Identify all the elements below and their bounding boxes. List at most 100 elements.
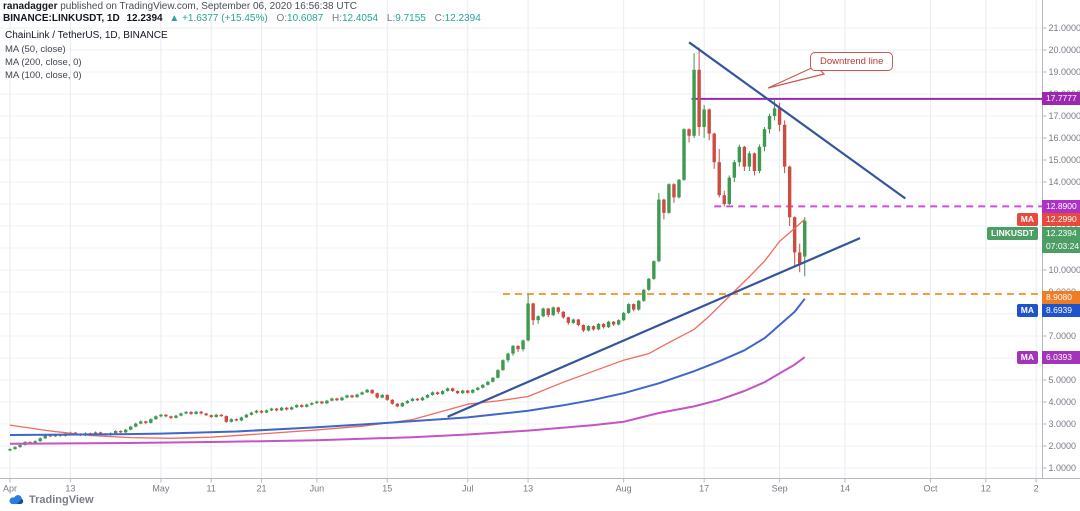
candle — [697, 69, 701, 127]
candle — [611, 321, 616, 325]
time-tick-label: 14 — [840, 484, 850, 494]
candle — [184, 411, 188, 414]
candle — [395, 403, 400, 407]
candle — [365, 389, 369, 393]
time-tick-label: 21 — [256, 484, 266, 494]
downtrend-callout[interactable]: Downtrend line — [810, 52, 894, 71]
candle — [405, 400, 410, 404]
candle — [687, 129, 691, 136]
candle — [174, 415, 178, 418]
candle — [239, 417, 244, 421]
price-tick-label: 10.0000 — [1049, 265, 1080, 275]
candle — [742, 146, 747, 167]
candle — [420, 397, 425, 401]
candle — [702, 109, 706, 127]
price-tick-label: 12.0000 — [1049, 221, 1080, 231]
candle — [144, 421, 148, 423]
symbol-ohlc-row: BINANCE:LINKUSDT, 1D 12.2394 ▲ +1.6377 (… — [3, 13, 481, 24]
candle — [159, 414, 163, 417]
price-levels-layer[interactable] — [502, 97, 1043, 296]
candle — [556, 307, 560, 312]
price-change: ▲ +1.6377 (+15.45%) — [169, 13, 268, 24]
time-tick-label: 12 — [981, 484, 991, 494]
ascending-support-line[interactable] — [447, 237, 861, 418]
candle — [209, 415, 213, 417]
candle — [787, 166, 792, 218]
price-tick-label: 16.0000 — [1049, 133, 1080, 143]
candle — [662, 199, 666, 213]
candle — [154, 416, 158, 420]
candle — [531, 303, 535, 321]
candle — [637, 300, 641, 310]
legend-ma50[interactable]: MA (50, close) — [5, 44, 66, 55]
downtrend-line[interactable] — [688, 41, 906, 200]
chart-legend[interactable]: ChainLink / TetherUS, 1D, BINANCE MA (50… — [5, 30, 168, 82]
trend-lines-layer[interactable] — [447, 41, 906, 418]
tradingview-watermark[interactable]: TradingView — [8, 494, 94, 506]
candle — [491, 377, 495, 382]
legend-symbol-title[interactable]: ChainLink / TetherUS, 1D, BINANCE — [5, 30, 168, 41]
time-tick-label: 2 — [1034, 484, 1039, 494]
candle — [224, 416, 228, 422]
candle — [440, 391, 445, 395]
candle — [561, 311, 565, 318]
candle — [98, 432, 103, 434]
candle — [415, 398, 420, 401]
candle — [355, 394, 359, 398]
price-tick-label: 15.0000 — [1049, 155, 1080, 165]
ma100-line — [9, 298, 806, 436]
candle — [466, 390, 470, 393]
price-tick-label: 21.0000 — [1049, 23, 1080, 33]
open-value: 10.6087 — [287, 13, 324, 24]
candle — [571, 319, 576, 323]
candle — [647, 278, 651, 290]
price-tick-label: 13.0000 — [1049, 199, 1080, 209]
candle — [616, 320, 621, 325]
candle — [707, 109, 711, 134]
candle — [305, 404, 309, 407]
open-label: O: — [276, 13, 288, 24]
time-tick-label: Jul — [462, 484, 474, 494]
candle — [677, 179, 681, 198]
symbol-label: BINANCE:LINKUSDT, 1D — [3, 13, 120, 24]
legend-ma100[interactable]: MA (100, close, 0) — [5, 70, 82, 81]
candle — [521, 340, 525, 350]
byline-text: published on TradingView.com, September … — [57, 1, 357, 12]
price-tick-label: 17.0000 — [1049, 111, 1080, 121]
candle — [596, 323, 601, 330]
candle — [289, 407, 294, 410]
candle — [632, 304, 636, 310]
candle — [320, 401, 324, 404]
candle — [455, 391, 460, 394]
candle — [229, 419, 234, 422]
candle — [345, 395, 349, 398]
candle — [139, 421, 143, 424]
candle — [435, 392, 440, 395]
moving-averages-layer — [9, 218, 806, 445]
last-price: 12.2394 — [126, 13, 163, 24]
candle — [667, 184, 671, 213]
time-tick-label: Sep — [772, 484, 788, 494]
time-tick-label: 11 — [207, 484, 216, 494]
candle — [18, 444, 22, 448]
candle — [672, 184, 676, 198]
price-axis[interactable]: 1.0000 2.0000 3.0000 4.0000 5.0000 6.0000 7.00… — [1042, 23, 1080, 473]
time-axis[interactable]: Apr 13 May 11 21 Jun 15 Jul 13 Aug 17 Sep 14 Oct 12 2 — [3, 478, 1039, 494]
candle — [33, 441, 37, 444]
candle — [8, 449, 12, 451]
time-tick-label: 15 — [382, 484, 392, 494]
candle — [541, 308, 545, 317]
candle — [380, 394, 384, 398]
legend-ma200[interactable]: MA (200, close, 0) — [5, 57, 82, 68]
candle — [249, 412, 254, 415]
candle — [430, 392, 435, 395]
candle — [164, 414, 168, 417]
price-tick-label: 20.0000 — [1049, 45, 1080, 55]
candle — [798, 252, 802, 264]
candle — [264, 410, 269, 413]
candle — [259, 410, 264, 413]
candle — [118, 431, 123, 433]
candle — [657, 199, 661, 262]
candle — [762, 129, 767, 147]
high-label: H: — [331, 13, 342, 24]
